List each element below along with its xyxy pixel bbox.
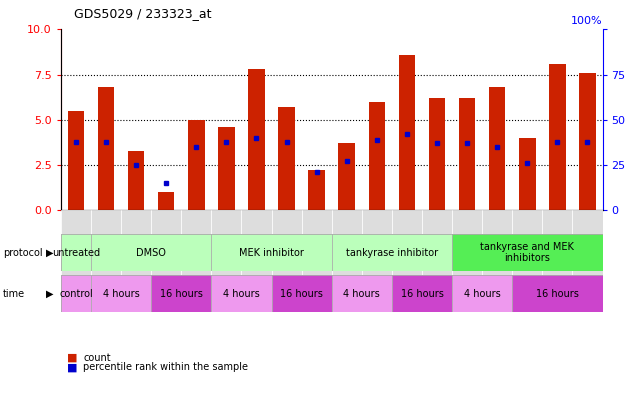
Bar: [278, 107, 295, 210]
Text: 100%: 100%: [571, 16, 603, 26]
Bar: [61, 275, 91, 312]
Bar: [272, 275, 332, 312]
Bar: [459, 98, 476, 210]
Bar: [452, 234, 603, 271]
Bar: [121, 210, 151, 277]
Text: protocol: protocol: [3, 248, 43, 257]
Text: 16 hours: 16 hours: [536, 289, 579, 299]
Bar: [369, 102, 385, 210]
Bar: [549, 64, 565, 210]
Bar: [338, 143, 355, 210]
Bar: [158, 192, 174, 210]
Bar: [302, 210, 332, 277]
Text: tankyrase and MEK
inhibitors: tankyrase and MEK inhibitors: [480, 242, 574, 263]
Bar: [128, 151, 144, 210]
Bar: [332, 275, 392, 312]
Bar: [392, 275, 452, 312]
Bar: [399, 55, 415, 210]
Text: DMSO: DMSO: [137, 248, 166, 257]
Bar: [332, 29, 362, 210]
Text: untreated: untreated: [52, 248, 100, 257]
Bar: [542, 29, 572, 210]
Bar: [452, 210, 482, 277]
Text: count: count: [83, 353, 111, 363]
Bar: [91, 29, 121, 210]
Text: control: control: [59, 289, 93, 299]
Bar: [362, 210, 392, 277]
Bar: [422, 29, 452, 210]
Bar: [572, 29, 603, 210]
Bar: [91, 210, 121, 277]
Bar: [151, 210, 181, 277]
Bar: [332, 234, 452, 271]
Bar: [212, 210, 242, 277]
Text: 4 hours: 4 hours: [103, 289, 140, 299]
Bar: [489, 87, 506, 210]
Bar: [121, 29, 151, 210]
Bar: [151, 29, 181, 210]
Text: ■: ■: [67, 353, 78, 363]
Bar: [248, 69, 265, 210]
Bar: [151, 275, 212, 312]
Bar: [519, 138, 536, 210]
Bar: [512, 210, 542, 277]
Bar: [68, 111, 84, 210]
Text: 4 hours: 4 hours: [344, 289, 380, 299]
Bar: [212, 234, 332, 271]
Text: 4 hours: 4 hours: [464, 289, 501, 299]
Bar: [579, 73, 595, 210]
Bar: [512, 275, 603, 312]
Bar: [242, 210, 272, 277]
Bar: [181, 210, 212, 277]
Text: 16 hours: 16 hours: [160, 289, 203, 299]
Bar: [272, 29, 302, 210]
Bar: [482, 29, 512, 210]
Bar: [91, 234, 212, 271]
Bar: [91, 275, 151, 312]
Bar: [482, 210, 512, 277]
Text: percentile rank within the sample: percentile rank within the sample: [83, 362, 248, 373]
Text: ▶: ▶: [46, 289, 53, 299]
Text: tankyrase inhibitor: tankyrase inhibitor: [346, 248, 438, 257]
Bar: [308, 171, 325, 210]
Text: 16 hours: 16 hours: [280, 289, 323, 299]
Bar: [272, 210, 302, 277]
Bar: [61, 234, 91, 271]
Bar: [422, 210, 452, 277]
Bar: [98, 87, 114, 210]
Text: MEK inhibitor: MEK inhibitor: [239, 248, 304, 257]
Text: 4 hours: 4 hours: [223, 289, 260, 299]
Bar: [392, 29, 422, 210]
Bar: [572, 210, 603, 277]
Bar: [302, 29, 332, 210]
Text: GDS5029 / 233323_at: GDS5029 / 233323_at: [74, 7, 212, 20]
Bar: [61, 210, 91, 277]
Bar: [429, 98, 445, 210]
Bar: [452, 275, 512, 312]
Text: ■: ■: [67, 362, 78, 373]
Bar: [392, 210, 422, 277]
Bar: [242, 29, 272, 210]
Bar: [218, 127, 235, 210]
Bar: [512, 29, 542, 210]
Text: time: time: [3, 289, 26, 299]
Bar: [181, 29, 212, 210]
Bar: [332, 210, 362, 277]
Bar: [212, 29, 242, 210]
Bar: [362, 29, 392, 210]
Bar: [542, 210, 572, 277]
Text: ▶: ▶: [46, 248, 53, 257]
Bar: [61, 29, 91, 210]
Bar: [188, 120, 204, 210]
Bar: [452, 29, 482, 210]
Text: 16 hours: 16 hours: [401, 289, 444, 299]
Bar: [212, 275, 272, 312]
